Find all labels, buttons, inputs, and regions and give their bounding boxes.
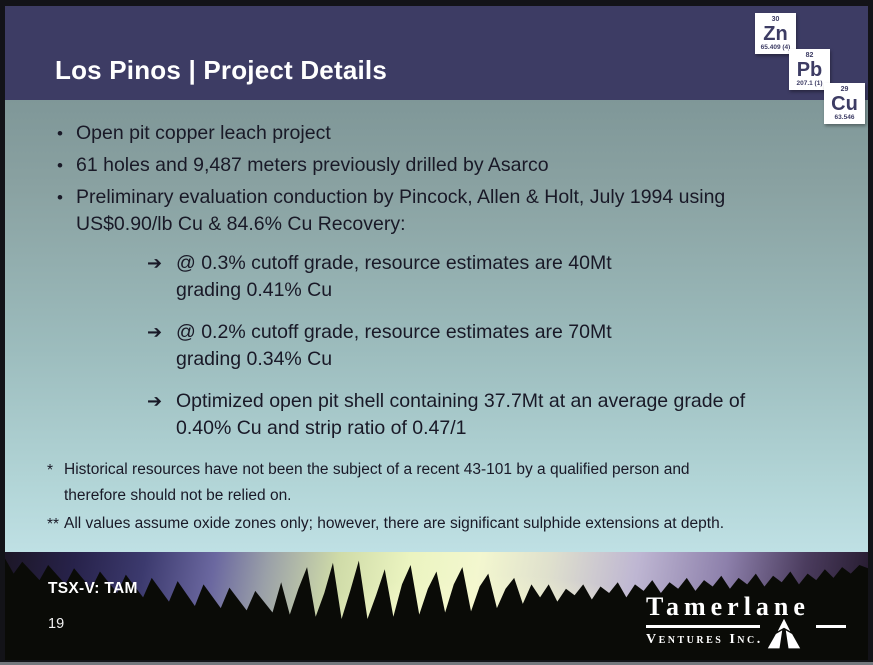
list-item: • Open pit copper leach project (57, 120, 838, 147)
content-area: • Open pit copper leach project • 61 hol… (5, 100, 868, 538)
arrow-icon: ➔ (147, 322, 163, 342)
footnote-text: All values assume oxide zones only; howe… (64, 515, 724, 532)
logo-rule-right (816, 625, 846, 628)
bullet-text: Open pit copper leach project (76, 122, 331, 144)
list-item: • 61 holes and 9,487 meters previously d… (57, 152, 838, 179)
footnote-text: Historical resources have not been the s… (64, 461, 690, 504)
arrow-icon: ➔ (147, 253, 163, 273)
logo-rule (646, 618, 846, 649)
page-title: Los Pinos | Project Details (55, 55, 387, 85)
footnotes: * Historical resources have not been the… (47, 457, 838, 538)
logo-subtitle: Ventures Inc. (646, 632, 763, 647)
sub-bullet-text: @ 0.2% cutoff grade, resource estimates … (176, 321, 612, 370)
list-item: ➔ Optimized open pit shell containing 37… (147, 388, 838, 442)
sub-bullet-text: Optimized open pit shell containing 37.7… (176, 390, 746, 439)
atomic-mass: 65.409 (4) (760, 44, 791, 51)
bullet-text: Preliminary evaluation conduction by Pin… (76, 186, 726, 235)
atomic-mass: 207.1 (1) (796, 80, 823, 87)
atomic-number: 29 (840, 86, 849, 93)
element-symbol: Zn (763, 23, 788, 45)
stock-ticker: TSX-V: TAM (48, 580, 138, 597)
element-tile-copper: 29 Cu 63.546 (824, 83, 865, 124)
atomic-number: 82 (805, 52, 814, 59)
asterisk-marker: * (47, 462, 54, 479)
atomic-mass: 63.546 (834, 114, 855, 121)
list-item: ➔ @ 0.2% cutoff grade, resource estimate… (147, 319, 838, 373)
footnote: * Historical resources have not been the… (47, 457, 838, 509)
sub-bullet-list: ➔ @ 0.3% cutoff grade, resource estimate… (147, 250, 838, 442)
bullet-icon: • (57, 188, 63, 207)
footer-photo-strip: TSX-V: TAM 19 Tamerlane Ventures Inc. (5, 552, 868, 660)
arrow-icon: ➔ (147, 391, 163, 411)
slide-page-number: 19 (48, 616, 65, 632)
asterisk-marker: ** (47, 516, 60, 533)
element-tile-lead: 82 Pb 207.1 (1) (789, 49, 830, 90)
company-logo: Tamerlane Ventures Inc. (646, 592, 846, 649)
bullet-text: 61 holes and 9,487 meters previously dri… (76, 154, 549, 176)
header-bar: Los Pinos | Project Details (5, 6, 868, 100)
list-item: ➔ @ 0.3% cutoff grade, resource estimate… (147, 250, 838, 304)
element-symbol: Cu (831, 93, 858, 115)
footnote: ** All values assume oxide zones only; h… (47, 511, 838, 538)
logo-rule-left (646, 625, 760, 628)
atomic-number: 30 (771, 16, 780, 23)
slide-body: • Open pit copper leach project • 61 hol… (5, 100, 868, 552)
bullet-icon: • (57, 156, 63, 175)
bullet-list: • Open pit copper leach project • 61 hol… (57, 120, 838, 238)
bullet-icon: • (57, 124, 63, 143)
element-symbol: Pb (796, 59, 823, 81)
logo-wordmark: Tamerlane (646, 592, 810, 621)
triangle-logo-icon (767, 618, 801, 649)
sub-bullet-text: @ 0.3% cutoff grade, resource estimates … (176, 252, 612, 301)
element-tile-zinc: 30 Zn 65.409 (4) (755, 13, 796, 54)
list-item: • Preliminary evaluation conduction by P… (57, 184, 838, 238)
